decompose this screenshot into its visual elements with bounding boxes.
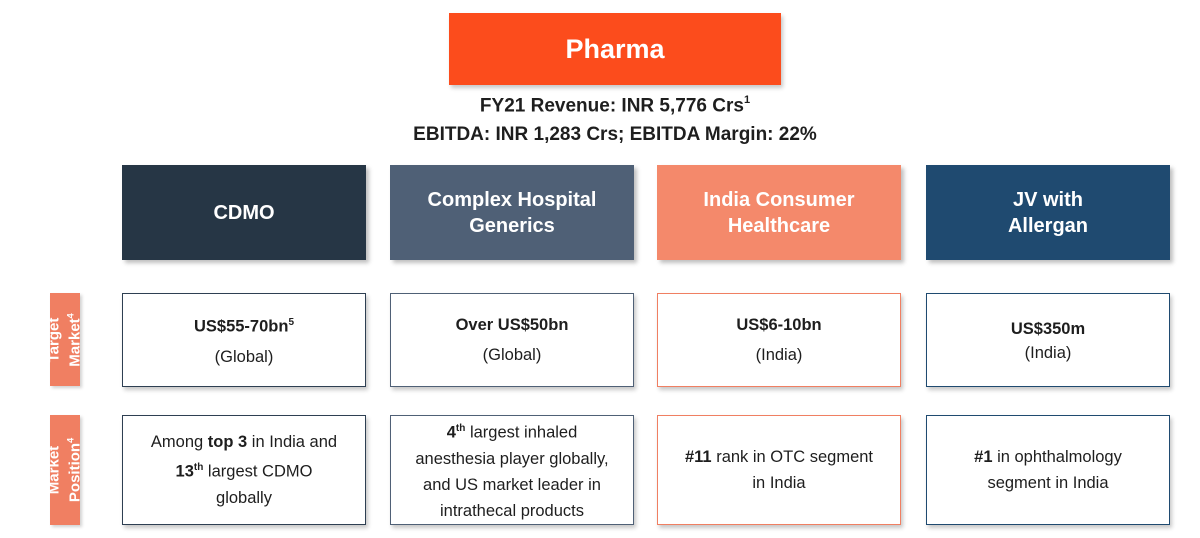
target-market-generics: Over US$50bn (Global) [390,293,634,387]
revenue-line: FY21 Revenue: INR 5,776 Crs1 [479,94,751,117]
header-complex-hospital-generics: Complex Hospital Generics [390,165,634,260]
ebitda-line: EBITDA: INR 1,283 Crs; EBITDA Margin: 22… [413,124,817,145]
header-india-consumer-healthcare: India Consumer Healthcare [657,165,901,260]
target-market-label: Target Market4 [46,293,84,386]
pharma-title: Pharma [449,13,781,85]
header-cdmo: CDMO [122,165,366,260]
target-market-jv: US$350m (India) [926,293,1170,387]
target-market-cdmo: US$55-70bn5 (Global) [122,293,366,387]
market-position-consumer: #11 rank in OTC segment in India [657,415,901,525]
market-position-cdmo: Among top 3 in India and 13th largest CD… [122,415,366,525]
market-position-generics: 4th largest inhaled anesthesia player gl… [390,415,634,525]
market-position-label: Market Position4 [46,415,84,525]
target-market-consumer: US$6-10bn (India) [657,293,901,387]
market-position-jv: #1 in ophthalmology segment in India [926,415,1170,525]
header-jv-with-allergan: JV with Allergan [926,165,1170,260]
